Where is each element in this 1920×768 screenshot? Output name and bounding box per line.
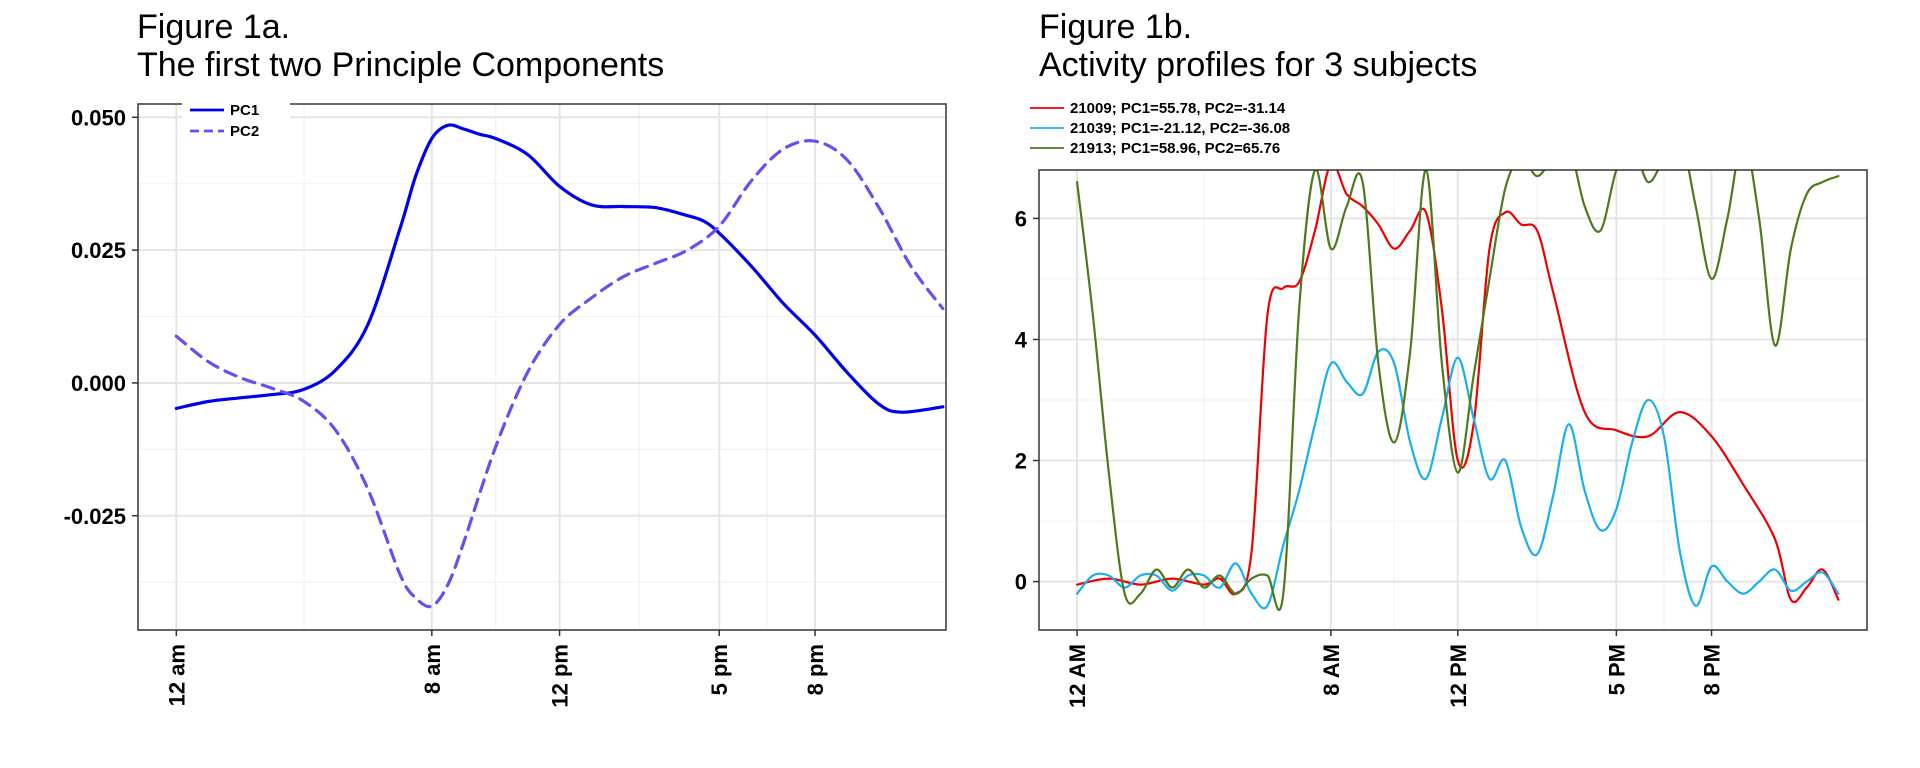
series-line: [174, 139, 945, 609]
figure-1a-chart: 0.050 0.025 0.000 -0.025 12 am 8 am 12 pm 5 pm 8…: [64, 100, 947, 708]
legend-mask: [182, 100, 290, 148]
figure-1a-subtitle: The first two Principle Components: [137, 46, 665, 84]
series-group: [1076, 170, 1840, 612]
x-tick-label: 12 am: [164, 644, 189, 706]
legend-label: 21009; PC1=55.78, PC2=-31.14: [1070, 100, 1286, 117]
legend-label: PC1: [230, 102, 259, 119]
series-line: [1076, 170, 1840, 612]
figure-1a-title: Figure 1a.: [137, 8, 291, 46]
legend-label: 21039; PC1=-21.12, PC2=-36.08: [1070, 120, 1290, 137]
x-tick-label: 8 pm: [803, 644, 828, 695]
legend: 21009; PC1=55.78, PC2=-31.14 21039; PC1=-…: [1022, 98, 1412, 164]
series-group: [174, 123, 945, 609]
legend-mask: [1022, 98, 1412, 164]
x-tick-label: 12 PM: [1446, 644, 1471, 708]
x-tick-label: 5 pm: [707, 644, 732, 695]
y-tick-label: -0.025: [64, 504, 126, 529]
legend-label: PC2: [230, 123, 259, 140]
x-tick-label: 5 PM: [1604, 644, 1629, 695]
figure-1b-subtitle: Activity profiles for 3 subjects: [1039, 46, 1478, 84]
plot-frame: [137, 103, 947, 631]
series-line: [1076, 348, 1840, 610]
y-tick-label: 0.000: [71, 371, 126, 396]
y-tick-label: 2: [1015, 449, 1027, 474]
x-tick-label: 12 AM: [1065, 644, 1090, 708]
y-tick-label: 4: [1015, 327, 1028, 352]
y-tick-label: 6: [1015, 206, 1027, 231]
figure-1b-title: Figure 1b.: [1039, 8, 1193, 46]
series-line: [174, 123, 945, 414]
plot-frame: [1038, 169, 1868, 631]
y-tick-label: 0: [1015, 570, 1027, 595]
y-tick-label: 0.050: [71, 105, 126, 130]
y-tick-label: 0.025: [71, 238, 126, 263]
x-tick-label: 12 pm: [548, 644, 573, 708]
legend-label: 21913; PC1=58.96, PC2=65.76: [1070, 140, 1280, 157]
x-tick-label: 8 AM: [1319, 644, 1344, 696]
x-tick-label: 8 am: [420, 644, 445, 694]
figure-1b-chart: 0 2 4 6 12 AM 8 AM 12 PM 5 PM 8 PM 21009; PC1=55.…: [1015, 98, 1868, 708]
x-tick-label: 8 PM: [1700, 644, 1725, 695]
